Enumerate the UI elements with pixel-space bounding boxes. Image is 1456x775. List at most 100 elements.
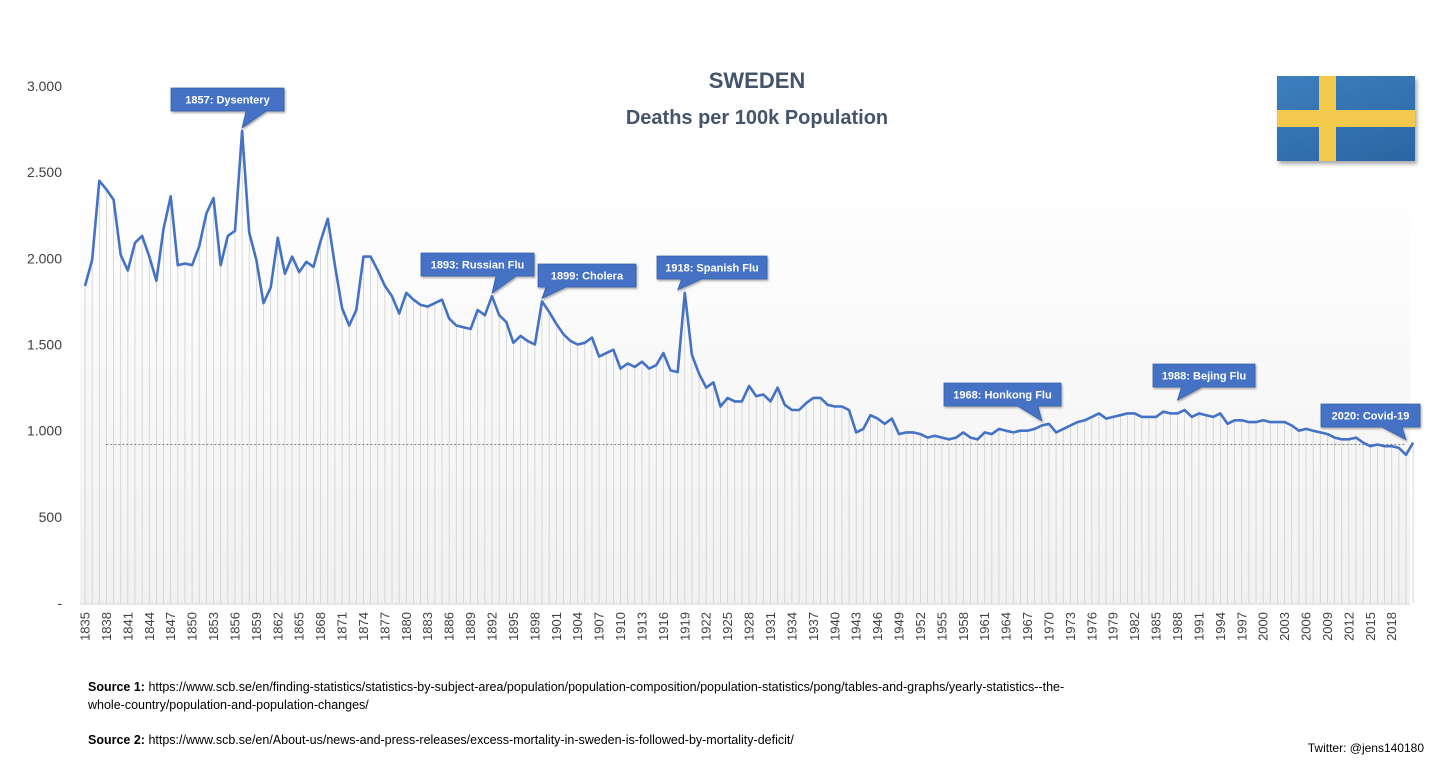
- x-tick-label: 1910: [613, 612, 628, 641]
- x-tick-label: 1862: [270, 612, 285, 641]
- x-tick-label: 1943: [849, 612, 864, 641]
- x-tick-label: 1919: [677, 612, 692, 641]
- annotation-label: 1899: Cholera: [551, 271, 624, 283]
- x-tick-label: 1841: [120, 612, 135, 641]
- x-tick-label: 1907: [592, 612, 607, 641]
- source-2: Source 2: https://www.scb.se/en/About-us…: [88, 731, 1098, 749]
- flag-cross-horizontal: [1277, 110, 1415, 127]
- y-tick-label: 1.500: [27, 337, 62, 353]
- y-axis: - 500 1.000 1.500 2.000 2.500 3.000: [27, 78, 62, 611]
- x-tick-label: 1844: [142, 612, 157, 641]
- x-tick-label: 1883: [420, 612, 435, 641]
- x-tick-label: 1940: [827, 612, 842, 641]
- x-tick-label: 1937: [806, 612, 821, 641]
- x-tick-label: 1973: [1063, 612, 1078, 641]
- x-tick-label: 2015: [1363, 612, 1378, 641]
- x-tick-label: 1916: [656, 612, 671, 641]
- annotation-box: [420, 252, 535, 295]
- x-tick-label: 1931: [763, 612, 778, 641]
- x-tick-label: 2000: [1256, 612, 1271, 641]
- x-tick-label: 1967: [1020, 612, 1035, 641]
- x-tick-label: 1838: [99, 612, 114, 641]
- x-tick-label: 1835: [78, 612, 93, 641]
- source-1-link[interactable]: https://www.scb.se/en/finding-statistics…: [88, 680, 1065, 712]
- x-tick-label: 1976: [1084, 612, 1099, 641]
- y-tick-label: 2.500: [27, 164, 62, 180]
- annotation-label: 1968: Honkong Flu: [953, 390, 1051, 402]
- annotation-label: 1988: Bejing Flu: [1162, 371, 1246, 383]
- annotation-callout: 1918: Spanish Flu: [656, 255, 768, 291]
- annotation-box: [943, 382, 1062, 422]
- chart-subtitle: Deaths per 100k Population: [626, 107, 888, 129]
- sweden-flag-icon: [1277, 76, 1415, 161]
- annotation-box: [656, 255, 768, 291]
- x-tick-label: 1853: [206, 612, 221, 641]
- x-tick-label: 1877: [377, 612, 392, 641]
- chart-title: SWEDEN: [709, 68, 806, 93]
- series-line: [83, 129, 1415, 457]
- x-tick-label: 1997: [1234, 612, 1249, 641]
- x-tick-label: 2012: [1341, 612, 1356, 641]
- x-tick-label: 2018: [1384, 612, 1399, 641]
- x-tick-label: 1955: [934, 612, 949, 641]
- annotation-callout: 1899: Cholera: [537, 263, 637, 300]
- annotation-box: [1320, 403, 1421, 441]
- x-tick-label: 1871: [335, 612, 350, 641]
- source-1: Source 1: https://www.scb.se/en/finding-…: [88, 678, 1098, 714]
- x-tick-label: 1895: [506, 612, 521, 641]
- x-tick-label: 1856: [228, 612, 243, 641]
- annotation-box: [537, 263, 637, 300]
- annotation-label: 1857: Dysentery: [185, 95, 270, 107]
- x-tick-label: 2009: [1320, 612, 1335, 641]
- x-tick-label: 1847: [163, 612, 178, 641]
- source-1-label: Source 1:: [88, 680, 145, 694]
- y-tick-label: 1.000: [27, 423, 62, 439]
- x-tick-label: 1979: [1106, 612, 1121, 641]
- y-tick-label: 2.000: [27, 250, 62, 266]
- annotation-label: 1893: Russian Flu: [431, 260, 525, 272]
- x-tick-label: 1952: [913, 612, 928, 641]
- x-axis-labels: 1835 1838 1841 1844 1847 1850 1853 1856 1859 1862…: [78, 612, 1400, 641]
- x-tick-label: 2003: [1277, 612, 1292, 641]
- x-tick-label: 1913: [635, 612, 650, 641]
- annotation-label: 1918: Spanish Flu: [665, 263, 759, 275]
- y-tick-label: -: [57, 595, 62, 611]
- annotation-box: [1152, 363, 1256, 401]
- x-tick-label: 1886: [442, 612, 457, 641]
- x-tick-label: 1982: [1127, 612, 1142, 641]
- x-tick-label: 1994: [1213, 612, 1228, 641]
- x-tick-label: 1961: [977, 612, 992, 641]
- x-tick-label: 1946: [870, 612, 885, 641]
- twitter-handle: Twitter: @jens140180: [1307, 741, 1424, 755]
- x-tick-label: 1934: [784, 612, 799, 641]
- x-tick-label: 1970: [1042, 612, 1057, 641]
- annotation-callout: 1893: Russian Flu: [420, 252, 535, 295]
- x-tick-label: 1874: [356, 612, 371, 641]
- x-tick-label: 1889: [463, 612, 478, 641]
- y-tick-label: 3.000: [27, 78, 62, 94]
- annotation-callout: 1988: Bejing Flu: [1152, 363, 1256, 401]
- x-tick-label: 1928: [742, 612, 757, 641]
- source-2-link[interactable]: https://www.scb.se/en/About-us/news-and-…: [148, 733, 794, 747]
- x-tick-label: 1985: [1149, 612, 1164, 641]
- x-tick-label: 1850: [185, 612, 200, 641]
- x-tick-label: 1901: [549, 612, 564, 641]
- x-tick-label: 1988: [1170, 612, 1185, 641]
- drop-lines: [84, 130, 1414, 603]
- x-tick-label: 1868: [313, 612, 328, 641]
- x-tick-label: 1949: [892, 612, 907, 641]
- x-tick-label: 1904: [570, 612, 585, 641]
- y-tick-label: 500: [39, 509, 63, 525]
- annotation-callout: 1968: Honkong Flu: [943, 382, 1062, 422]
- annotation-callout: 2020: Covid-19: [1320, 403, 1421, 441]
- x-tick-label: 1964: [999, 612, 1014, 641]
- x-tick-label: 1859: [249, 612, 264, 641]
- x-tick-label: 1922: [699, 612, 714, 641]
- x-tick-label: 1925: [720, 612, 735, 641]
- x-tick-label: 1865: [292, 612, 307, 641]
- x-tick-label: 2006: [1299, 612, 1314, 641]
- annotation-label: 2020: Covid-19: [1332, 411, 1410, 423]
- x-tick-label: 1991: [1191, 612, 1206, 641]
- annotation-callout: 1857: Dysentery: [170, 87, 285, 129]
